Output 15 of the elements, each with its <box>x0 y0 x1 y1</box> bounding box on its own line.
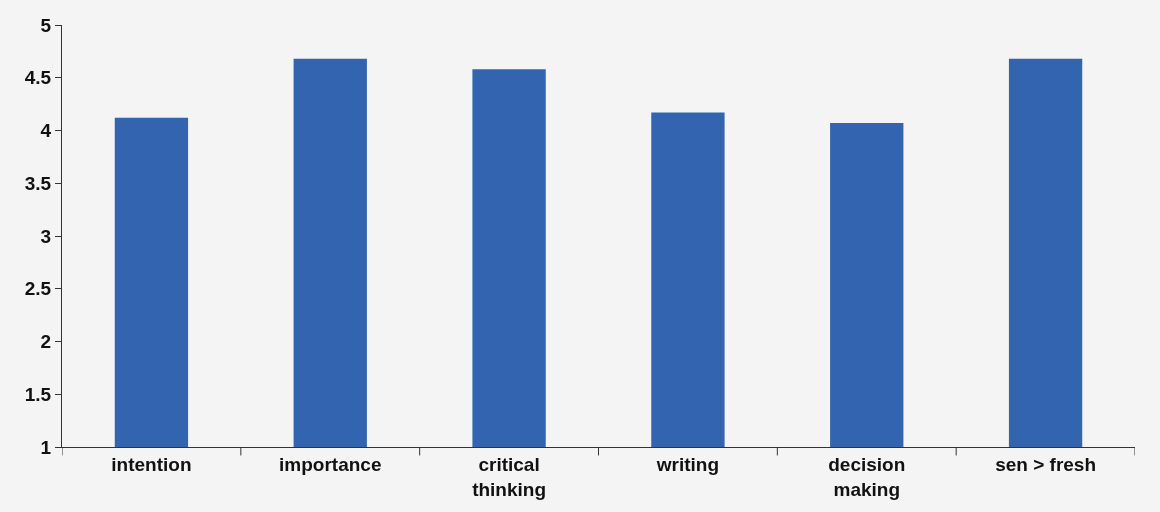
x-tick-label: decision making <box>828 453 906 500</box>
y-tick-label: 4.5 <box>24 67 52 89</box>
y-tick-label: 2 <box>40 331 52 353</box>
y-tick-label: 1.5 <box>24 383 52 405</box>
y-tick-label: 5 <box>40 14 52 36</box>
y-tick-label: 3 <box>40 225 52 247</box>
y-tick-label: 1 <box>40 436 52 458</box>
y-tick-label: 2.5 <box>24 278 52 300</box>
y-tick-label: 4 <box>40 120 52 142</box>
x-tick-label: importance <box>279 453 382 475</box>
x-tick-label: writing <box>655 453 720 475</box>
y-tick-label: 3.5 <box>24 172 52 194</box>
x-tick-label: intention <box>111 453 192 475</box>
x-tick-label: critical thinking <box>472 453 547 500</box>
x-tick-label: sen > fresh <box>995 453 1097 475</box>
